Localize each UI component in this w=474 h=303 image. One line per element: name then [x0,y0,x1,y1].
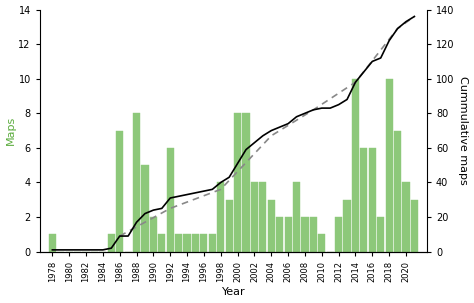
Bar [284,217,292,251]
X-axis label: Year: Year [221,288,245,298]
Bar [167,148,174,251]
Bar [242,113,250,251]
Bar [293,182,300,251]
Bar [234,113,241,251]
Bar [344,200,351,251]
Bar [301,217,309,251]
Bar [394,131,401,251]
Bar [226,200,233,251]
Bar [49,234,56,251]
Bar [402,182,410,251]
Y-axis label: Cummulative maps: Cummulative maps [458,76,468,185]
Bar [360,148,367,251]
Bar [108,234,115,251]
Bar [192,234,199,251]
Bar [411,200,418,251]
Bar [335,217,342,251]
Bar [141,165,148,251]
Bar [209,234,216,251]
Bar [268,200,275,251]
Bar [201,234,208,251]
Y-axis label: Maps: Maps [6,116,16,145]
Bar [217,182,224,251]
Bar [369,148,376,251]
Bar [276,217,283,251]
Bar [158,234,165,251]
Bar [133,113,140,251]
Bar [251,182,258,251]
Bar [183,234,191,251]
Bar [259,182,266,251]
Bar [116,131,123,251]
Bar [150,217,157,251]
Bar [377,217,384,251]
Bar [175,234,182,251]
Bar [352,79,359,251]
Bar [318,234,325,251]
Bar [385,79,393,251]
Bar [310,217,317,251]
